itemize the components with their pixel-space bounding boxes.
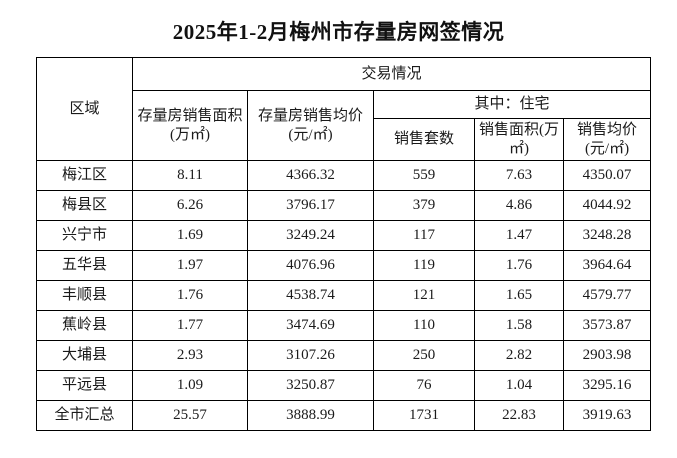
table-row: 大埔县 2.93 3107.26 250 2.82 2903.98 — [36, 340, 652, 371]
cell-stock-area: 1.69 — [132, 220, 248, 251]
cell-region: 兴宁市 — [36, 220, 133, 251]
page-title: 2025年1-2月梅州市存量房网签情况 — [172, 20, 505, 44]
cell-res-area: 1.65 — [474, 280, 564, 311]
cell-res-price: 4350.07 — [562, 160, 652, 191]
cell-stock-price: 4076.96 — [247, 250, 374, 281]
cell-res-price: 2903.98 — [562, 340, 652, 371]
table-row: 兴宁市 1.69 3249.24 117 1.47 3248.28 — [36, 220, 652, 251]
cell-units: 121 — [373, 280, 475, 311]
cell-stock-price: 4538.74 — [247, 280, 374, 311]
cell-res-price: 3248.28 — [562, 220, 652, 251]
cell-region: 大埔县 — [36, 340, 133, 371]
cell-stock-price: 3796.17 — [247, 190, 374, 221]
cell-region: 梅县区 — [36, 190, 133, 221]
table-row: 丰顺县 1.76 4538.74 121 1.65 4579.77 — [36, 280, 652, 311]
cell-stock-area: 1.76 — [132, 280, 248, 311]
table-row: 蕉岭县 1.77 3474.69 110 1.58 3573.87 — [36, 310, 652, 341]
cell-region: 梅江区 — [36, 160, 133, 191]
header-units-sold: 销售套数 — [373, 118, 475, 161]
table-row: 梅江区 8.11 4366.32 559 7.63 4350.07 — [36, 160, 652, 191]
table-row: 平远县 1.09 3250.87 76 1.04 3295.16 — [36, 370, 652, 401]
cell-region: 蕉岭县 — [36, 310, 133, 341]
cell-region: 全市汇总 — [36, 400, 133, 431]
cell-stock-price: 3250.87 — [247, 370, 374, 401]
cell-units: 117 — [373, 220, 475, 251]
cell-res-price: 3919.63 — [562, 400, 652, 431]
header-region: 区域 — [36, 57, 133, 161]
cell-res-area: 1.04 — [474, 370, 564, 401]
header-res-avg-price: 销售均价(元/㎡) — [562, 118, 652, 161]
cell-res-price: 3573.87 — [562, 310, 652, 341]
cell-stock-price: 3107.26 — [247, 340, 374, 371]
cell-res-area: 1.58 — [474, 310, 564, 341]
header-stock-sales-area: 存量房销售面积(万㎡) — [132, 90, 248, 161]
housing-table: 区域 交易情况 存量房销售面积(万㎡) 存量房销售均价(元/㎡) 其中：住宅 销… — [36, 57, 652, 431]
cell-res-area: 7.63 — [474, 160, 564, 191]
cell-res-area: 1.47 — [474, 220, 564, 251]
cell-stock-area: 1.09 — [132, 370, 248, 401]
cell-units: 119 — [373, 250, 475, 281]
cell-stock-area: 1.77 — [132, 310, 248, 341]
cell-res-price: 3964.64 — [562, 250, 652, 281]
cell-stock-area: 2.93 — [132, 340, 248, 371]
header-stock-avg-price: 存量房销售均价(元/㎡) — [247, 90, 374, 161]
cell-res-area: 22.83 — [474, 400, 564, 431]
header-transaction: 交易情况 — [131, 57, 652, 91]
cell-units: 76 — [373, 370, 475, 401]
table-row: 梅县区 6.26 3796.17 379 4.86 4044.92 — [36, 190, 652, 221]
header-row-2: 存量房销售面积(万㎡) 存量房销售均价(元/㎡) 其中：住宅 — [37, 90, 652, 161]
cell-region: 丰顺县 — [36, 280, 133, 311]
cell-units: 559 — [373, 160, 475, 191]
cell-units: 110 — [373, 310, 475, 341]
cell-region: 五华县 — [36, 250, 133, 281]
header-row-3: 销售套数 销售面积(万㎡) 销售均价(元/㎡) — [37, 118, 652, 161]
cell-units: 379 — [373, 190, 475, 221]
cell-stock-price: 3249.24 — [247, 220, 374, 251]
table-row: 五华县 1.97 4076.96 119 1.76 3964.64 — [36, 250, 652, 281]
cell-units: 250 — [373, 340, 475, 371]
cell-res-area: 1.76 — [474, 250, 564, 281]
cell-res-price: 4579.77 — [562, 280, 652, 311]
cell-res-area: 2.82 — [474, 340, 564, 371]
cell-res-price: 4044.92 — [562, 190, 652, 221]
cell-region: 平远县 — [36, 370, 133, 401]
cell-stock-area: 1.97 — [132, 250, 248, 281]
header-row-1: 区域 交易情况 — [36, 57, 652, 161]
cell-res-price: 3295.16 — [562, 370, 652, 401]
cell-stock-price: 4366.32 — [247, 160, 374, 191]
cell-stock-price: 3888.99 — [247, 400, 374, 431]
cell-res-area: 4.86 — [474, 190, 564, 221]
cell-stock-area: 6.26 — [132, 190, 248, 221]
cell-stock-area: 25.57 — [132, 400, 248, 431]
cell-units: 1731 — [373, 400, 475, 431]
header-res-sales-area: 销售面积(万㎡) — [474, 118, 564, 161]
header-residential: 其中：住宅 — [372, 90, 652, 119]
table-row-total: 全市汇总 25.57 3888.99 1731 22.83 3919.63 — [36, 400, 652, 431]
cell-stock-price: 3474.69 — [247, 310, 374, 341]
cell-stock-area: 8.11 — [132, 160, 248, 191]
